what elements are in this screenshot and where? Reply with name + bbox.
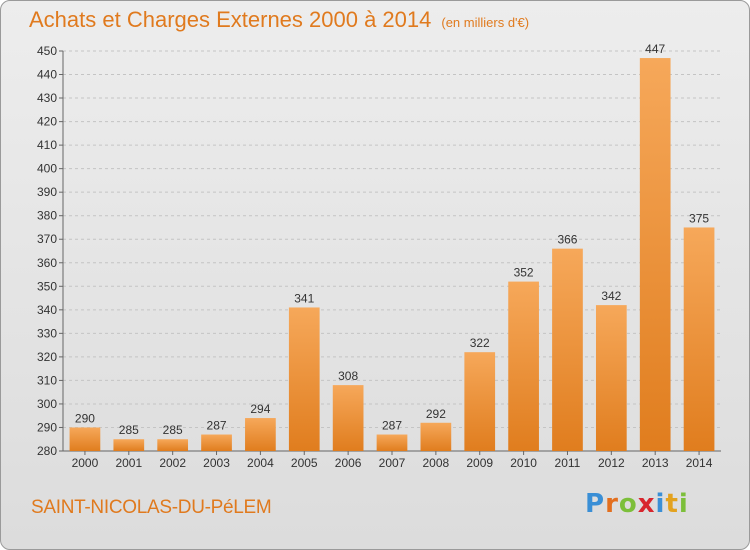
x-tick-label: 2002 <box>159 456 186 470</box>
bar <box>201 434 232 451</box>
bar <box>288 307 320 451</box>
y-tick-label: 300 <box>37 397 57 411</box>
data-label: 447 <box>645 42 665 56</box>
y-tick-label: 350 <box>37 279 57 293</box>
logo-letter: i <box>678 489 689 519</box>
data-label: 375 <box>689 211 709 225</box>
logo-letter: P <box>585 489 606 519</box>
x-tick-label: 2013 <box>642 456 669 470</box>
bar <box>639 58 671 451</box>
bar <box>376 434 408 451</box>
data-label: 366 <box>557 233 577 247</box>
bar <box>464 352 496 451</box>
x-tick-label: 2008 <box>423 456 450 470</box>
data-label: 352 <box>514 266 534 280</box>
data-label: 322 <box>470 336 490 350</box>
data-label: 308 <box>338 369 358 383</box>
x-tick-label: 2004 <box>247 456 274 470</box>
y-tick-label: 390 <box>37 185 57 199</box>
bar <box>245 418 276 451</box>
commune-name: SAINT-NICOLAS-DU-PéLEM <box>31 497 272 518</box>
data-labels: 290 285 285 287 294 341 308 287 292 322 352 366 342 4… <box>75 42 709 437</box>
bar <box>113 439 145 451</box>
bar <box>332 385 364 451</box>
bar <box>420 422 452 451</box>
bars <box>69 58 715 451</box>
y-tick-label: 420 <box>37 115 57 129</box>
data-label: 285 <box>119 423 139 437</box>
data-label: 294 <box>250 402 270 416</box>
x-tick-label: 2011 <box>555 456 581 470</box>
y-tick-label: 440 <box>37 68 57 82</box>
x-tick-label: 2010 <box>510 456 537 470</box>
data-label: 342 <box>601 289 621 303</box>
logo-letter: r <box>605 489 619 519</box>
proxiti-logo[interactable]: Proxiti <box>585 489 689 519</box>
x-tick-label: 2000 <box>72 456 99 470</box>
y-tick-label: 360 <box>37 256 57 270</box>
bar <box>552 248 583 451</box>
x-tick-label: 2012 <box>598 456 625 470</box>
bar <box>157 439 189 451</box>
logo-letter: t <box>665 489 679 519</box>
logo-letter: o <box>618 489 638 519</box>
data-label: 292 <box>426 407 446 421</box>
x-tick-label: 2003 <box>203 456 230 470</box>
x-tick-label: 2001 <box>115 456 142 470</box>
y-tick-label: 320 <box>37 350 57 364</box>
chart-subtitle: (en milliers d'€) <box>441 15 530 30</box>
data-label: 341 <box>294 291 314 305</box>
y-tick-label: 410 <box>37 138 57 152</box>
bar <box>595 305 627 451</box>
y-tick-label: 430 <box>37 91 57 105</box>
data-label: 290 <box>75 411 95 425</box>
y-tick-label: 330 <box>37 326 57 340</box>
y-tick-label: 450 <box>37 44 57 58</box>
logo-letter: i <box>655 489 666 519</box>
x-tick-label: 2005 <box>291 456 318 470</box>
y-tick-label: 380 <box>37 209 57 223</box>
bar <box>508 281 539 451</box>
y-tick-label: 280 <box>37 444 57 458</box>
y-tick-label: 340 <box>37 303 57 317</box>
x-tick-label: 2009 <box>466 456 493 470</box>
x-tick-label: 2007 <box>379 456 406 470</box>
axes: 280 290 300 310 320 330 340 350 360 370 380 390 400 4… <box>37 44 721 470</box>
y-tick-label: 400 <box>37 162 57 176</box>
y-tick-label: 290 <box>37 420 57 434</box>
bar <box>683 227 715 451</box>
logo-letter: x <box>637 489 656 519</box>
y-tick-label: 370 <box>37 232 57 246</box>
x-tick-label: 2006 <box>335 456 362 470</box>
data-label: 287 <box>382 419 402 433</box>
chart-title: Achats et Charges Externes 2000 à 2014 (e… <box>29 7 529 33</box>
x-tick-label: 2014 <box>686 456 713 470</box>
title-text: Achats et Charges Externes 2000 à 2014 <box>29 7 432 32</box>
bar <box>69 427 101 451</box>
y-tick-label: 310 <box>37 373 57 387</box>
data-label: 285 <box>163 423 183 437</box>
data-label: 287 <box>207 419 227 433</box>
